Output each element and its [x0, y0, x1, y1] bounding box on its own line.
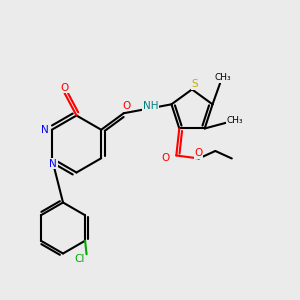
Text: O: O [195, 148, 203, 158]
Text: Cl: Cl [74, 254, 84, 264]
Text: NH: NH [143, 101, 158, 111]
Text: N: N [41, 125, 49, 135]
Text: S: S [192, 79, 198, 89]
Text: N: N [50, 159, 57, 169]
Text: O: O [162, 154, 170, 164]
Text: O: O [123, 101, 131, 111]
Text: CH₃: CH₃ [215, 74, 231, 82]
Text: O: O [60, 82, 69, 93]
Text: CH₃: CH₃ [226, 116, 243, 125]
